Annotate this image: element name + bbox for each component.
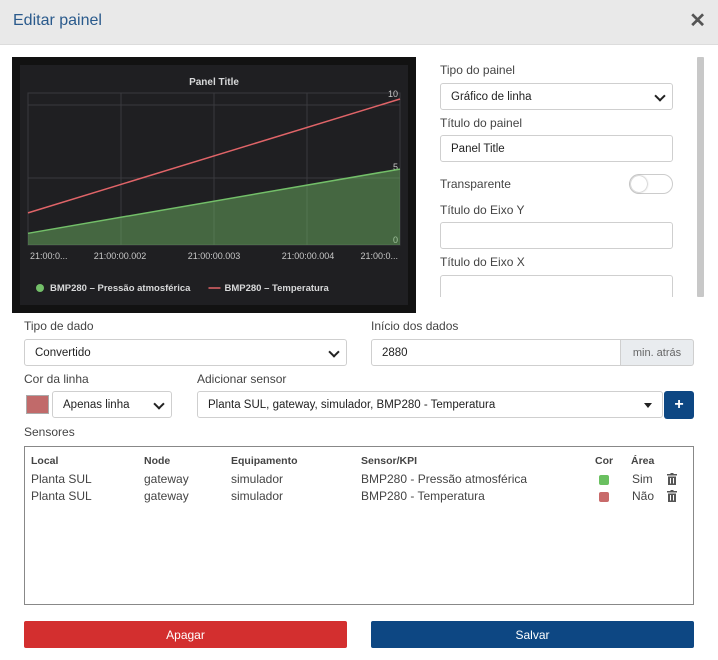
inicio-dados-value: 2880 bbox=[382, 346, 408, 359]
chart-panel: Panel Title 10 5 0 21:00:0... 21:00:00.002 21:… bbox=[20, 65, 408, 305]
dialog-header: Editar painel ✕ bbox=[0, 0, 718, 45]
column-header-area: Área bbox=[631, 455, 655, 467]
chevron-down-icon bbox=[654, 90, 666, 102]
tipo-dado-select[interactable]: Convertido bbox=[24, 339, 347, 366]
x-tick-label: 21:00:0... bbox=[360, 251, 398, 261]
toggle-knob bbox=[631, 176, 647, 192]
table-cell-local: Planta SUL bbox=[31, 472, 92, 486]
y-tick-label: 5 bbox=[393, 162, 398, 172]
cor-linha-label: Cor da linha bbox=[24, 372, 89, 386]
table-cell-node: gateway bbox=[144, 489, 189, 503]
legend-label: BMP280 – Temperatura bbox=[224, 283, 329, 294]
titulo-eixo-y-label: Título do Eixo Y bbox=[440, 203, 525, 217]
tipo-painel-value: Gráfico de linha bbox=[451, 90, 532, 103]
row-color-swatch[interactable] bbox=[599, 475, 609, 485]
chevron-down-icon bbox=[328, 346, 340, 358]
panel-scrollbar[interactable] bbox=[697, 57, 704, 297]
line-style-value: Apenas linha bbox=[63, 398, 130, 411]
chart-title: Panel Title bbox=[189, 77, 239, 88]
trash-icon[interactable] bbox=[667, 473, 677, 485]
chevron-down-icon bbox=[153, 398, 165, 410]
titulo-eixo-x-label: Título do Eixo X bbox=[440, 255, 525, 269]
table-cell-area[interactable]: Não bbox=[632, 489, 655, 503]
x-tick-label: 21:00:00.002 bbox=[94, 251, 147, 261]
table-cell-sensor: BMP280 - Temperatura bbox=[361, 489, 485, 503]
chart-svg: Panel Title 10 5 0 21:00:0... 21:00:00.002 21:… bbox=[27, 77, 401, 294]
y-tick-label: 10 bbox=[388, 89, 398, 99]
panel-settings[interactable]: Tipo do painel Gráfico de linha Título d… bbox=[428, 57, 708, 297]
table-cell-sensor: BMP280 - Pressão atmosférica bbox=[361, 472, 528, 486]
legend-label: BMP280 – Pressão atmosférica bbox=[50, 283, 191, 294]
titulo-eixo-x-input[interactable] bbox=[440, 275, 673, 297]
table-cell-node: gateway bbox=[144, 472, 189, 486]
legend-marker bbox=[36, 284, 44, 292]
titulo-painel-label: Título do painel bbox=[440, 116, 523, 130]
column-header-cor: Cor bbox=[595, 455, 614, 467]
column-header-node: Node bbox=[144, 455, 171, 467]
table-cell-equipamento: simulador bbox=[231, 472, 284, 486]
transparente-toggle[interactable] bbox=[629, 174, 673, 194]
save-button[interactable]: Salvar bbox=[371, 621, 694, 648]
x-tick-label: 21:00:00.004 bbox=[282, 251, 335, 261]
titulo-painel-input[interactable]: Panel Title bbox=[440, 135, 673, 162]
column-header-local: Local bbox=[31, 455, 59, 467]
titulo-painel-value: Panel Title bbox=[451, 142, 505, 155]
line-style-select[interactable]: Apenas linha bbox=[52, 391, 172, 418]
tipo-dado-value: Convertido bbox=[35, 346, 91, 359]
adicionar-sensor-label: Adicionar sensor bbox=[197, 372, 287, 386]
series-line bbox=[27, 168, 401, 235]
tipo-dado-label: Tipo de dado bbox=[24, 319, 94, 333]
inicio-dados-label: Início dos dados bbox=[371, 319, 459, 333]
adicionar-sensor-select[interactable]: Planta SUL, gateway, simulador, BMP280 -… bbox=[197, 391, 663, 418]
x-tick-label: 21:00:00.003 bbox=[188, 251, 241, 261]
line-color-swatch[interactable] bbox=[26, 395, 49, 414]
table-cell-local: Planta SUL bbox=[31, 489, 92, 503]
transparente-label: Transparente bbox=[440, 177, 511, 191]
dialog-title: Editar painel bbox=[13, 12, 102, 29]
adicionar-sensor-value: Planta SUL, gateway, simulador, BMP280 -… bbox=[208, 398, 496, 411]
series-line bbox=[27, 98, 401, 214]
x-tick-label: 21:00:0... bbox=[30, 251, 68, 261]
add-sensor-button[interactable]: + bbox=[664, 391, 694, 419]
chart-preview: Panel Title 10 5 0 21:00:0... 21:00:00.002 21:… bbox=[12, 57, 416, 313]
close-icon[interactable]: ✕ bbox=[689, 10, 706, 32]
caret-down-icon bbox=[644, 403, 652, 408]
tipo-painel-select[interactable]: Gráfico de linha bbox=[440, 83, 673, 110]
table-cell-area[interactable]: Sim bbox=[632, 472, 653, 486]
tipo-painel-label: Tipo do painel bbox=[440, 63, 515, 77]
inicio-dados-input[interactable]: 2880 bbox=[371, 339, 621, 366]
titulo-eixo-y-input[interactable] bbox=[440, 222, 673, 249]
series-area bbox=[28, 169, 400, 245]
sensores-label: Sensores bbox=[24, 425, 75, 439]
inicio-dados-addon: min. atrás bbox=[621, 339, 694, 366]
column-header-sensor: Sensor/KPI bbox=[361, 455, 418, 467]
y-tick-label: 0 bbox=[393, 235, 398, 245]
table-cell-equipamento: simulador bbox=[231, 489, 284, 503]
trash-icon[interactable] bbox=[667, 490, 677, 502]
sensors-table: Local Node Equipamento Sensor/KPI Cor Ár… bbox=[24, 446, 694, 605]
column-header-equipamento: Equipamento bbox=[231, 455, 298, 467]
row-color-swatch[interactable] bbox=[599, 492, 609, 502]
delete-button[interactable]: Apagar bbox=[24, 621, 347, 648]
